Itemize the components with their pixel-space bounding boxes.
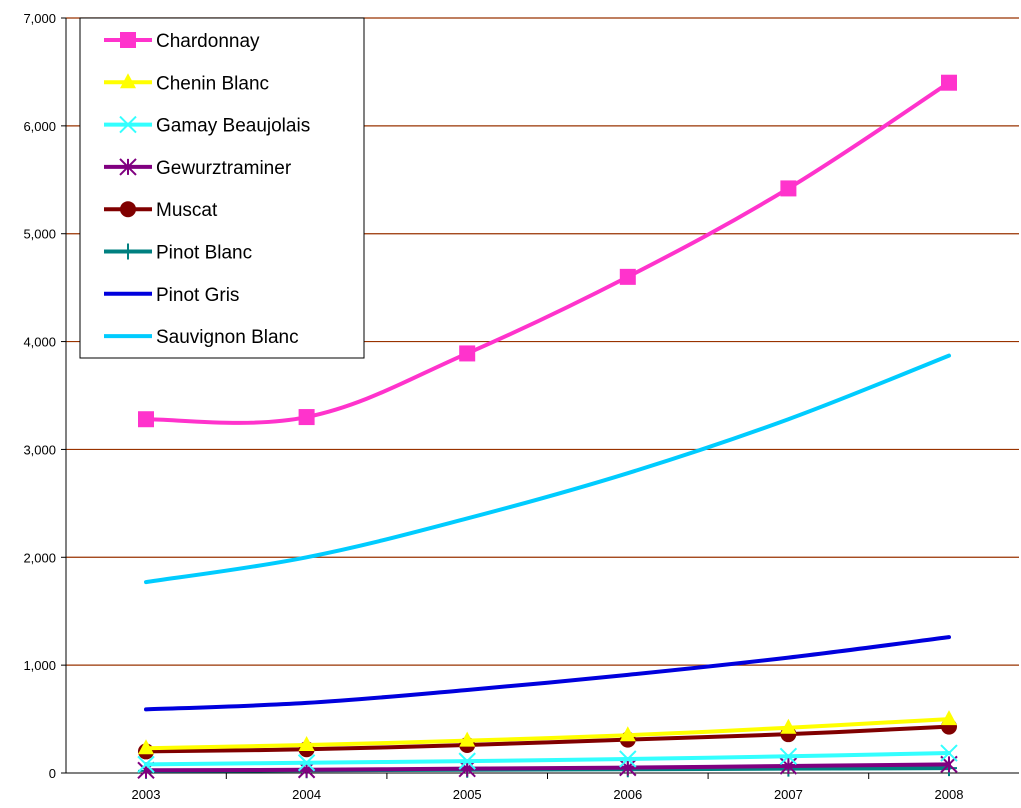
data-point	[619, 726, 636, 742]
series-line	[144, 724, 951, 754]
series-line	[144, 751, 951, 767]
legend-item: Sauvignon Blanc	[104, 327, 299, 348]
x-tick-label: 2007	[774, 787, 803, 802]
data-point	[780, 180, 797, 197]
y-tick-label: 0	[49, 766, 56, 781]
legend-label: Gewurztraminer	[156, 158, 292, 179]
legend-item: Chardonnay	[104, 31, 260, 52]
data-point	[137, 755, 155, 774]
series-pinot-gris	[144, 635, 951, 712]
data-point	[458, 752, 476, 770]
data-point	[138, 411, 154, 428]
data-point	[940, 744, 958, 762]
data-point	[297, 754, 316, 772]
legend-item: Muscat	[104, 200, 218, 221]
series-gamay-beaujolais	[137, 744, 958, 774]
legend-box	[79, 17, 365, 359]
legend-label: Chardonnay	[156, 31, 260, 52]
x-tick-label: 2008	[935, 787, 964, 802]
x-tick-label: 2005	[453, 787, 482, 802]
y-tick-label: 7,000	[23, 11, 56, 26]
y-tick-label: 2,000	[23, 550, 56, 565]
legend-marker	[119, 115, 137, 134]
series-chenin-blanc	[138, 710, 957, 755]
legend-label: Pinot Blanc	[156, 243, 252, 264]
y-tick-label: 5,000	[23, 227, 56, 242]
legend-item: Gewurztraminer	[104, 158, 292, 179]
legend-item: Pinot Blanc	[104, 243, 252, 264]
x-tick-label: 2004	[292, 787, 321, 802]
legend-marker	[120, 32, 136, 48]
legend-marker	[119, 158, 137, 176]
y-tick-label: 4,000	[23, 335, 56, 350]
legend-label: Chenin Blanc	[156, 73, 269, 94]
legend-marker	[120, 243, 136, 260]
data-point	[459, 345, 476, 362]
legend-marker	[120, 201, 136, 218]
data-point	[298, 409, 315, 426]
data-point	[780, 718, 797, 734]
series-gewurztraminer	[137, 755, 958, 780]
data-point	[458, 759, 476, 778]
series-line	[144, 635, 951, 712]
legend-item: Chenin Blanc	[104, 73, 269, 94]
series-sauvignon-blanc	[144, 353, 951, 585]
data-point	[619, 750, 637, 768]
data-point	[619, 758, 637, 777]
legend-label: Gamay Beaujolais	[156, 116, 310, 137]
data-point	[138, 739, 154, 755]
series-chardonnay	[138, 74, 957, 428]
legend-item: Pinot Gris	[104, 285, 239, 306]
legend: Chardonnay Chenin Blanc Gamay Beaujolais Ge…	[79, 17, 365, 359]
legend-marker	[120, 73, 136, 89]
legend-label: Muscat	[156, 200, 218, 221]
data-point	[298, 735, 315, 751]
data-point	[941, 710, 957, 726]
series-line	[144, 353, 951, 585]
x-tick-label: 2003	[132, 787, 161, 802]
series-line	[144, 80, 951, 425]
legend-item: Gamay Beaujolais	[104, 116, 310, 137]
y-tick-label: 6,000	[23, 119, 56, 134]
data-point	[941, 74, 957, 91]
y-tick-label: 3,000	[23, 442, 56, 457]
series-lines	[137, 74, 958, 780]
y-tick-label: 1,000	[23, 658, 56, 673]
data-point	[619, 268, 636, 285]
series-line	[144, 717, 951, 751]
data-point	[779, 747, 798, 765]
data-point	[459, 731, 476, 747]
axes: 0 1,000 2,000 3,000 4,000 5,000 6,000 7,000 2003…	[23, 11, 1019, 802]
series-line	[144, 762, 951, 773]
legend-label: Pinot Gris	[156, 285, 239, 306]
legend-label: Sauvignon Blanc	[156, 327, 299, 348]
x-tick-label: 2006	[613, 787, 642, 802]
